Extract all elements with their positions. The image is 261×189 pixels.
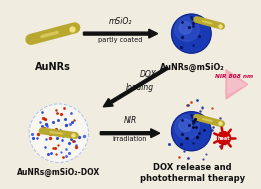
Circle shape (179, 119, 192, 132)
Circle shape (29, 104, 88, 163)
Text: DOX release and
photothermal therapy: DOX release and photothermal therapy (140, 163, 245, 183)
Polygon shape (226, 70, 248, 99)
Text: NIR: NIR (123, 116, 137, 125)
Polygon shape (228, 76, 246, 93)
Text: AuNRs: AuNRs (35, 62, 71, 72)
Text: mSiO₂: mSiO₂ (108, 17, 132, 26)
Text: AuNRs@mSiO₂-DOX: AuNRs@mSiO₂-DOX (17, 167, 100, 177)
Circle shape (171, 14, 211, 53)
Circle shape (179, 22, 192, 34)
Circle shape (175, 115, 199, 139)
Circle shape (218, 132, 230, 144)
Text: heat: heat (218, 136, 230, 141)
Text: DOX: DOX (139, 70, 156, 80)
Polygon shape (100, 129, 160, 138)
Text: NIR 808 nm: NIR 808 nm (215, 74, 253, 79)
Circle shape (175, 17, 199, 41)
Circle shape (171, 112, 211, 151)
Polygon shape (84, 29, 158, 38)
Polygon shape (103, 67, 168, 107)
Text: irradiation: irradiation (113, 136, 147, 142)
Text: AuNRs@mSiO₂: AuNRs@mSiO₂ (160, 63, 225, 72)
Text: partly coated: partly coated (98, 36, 142, 43)
Text: loading: loading (126, 83, 154, 92)
